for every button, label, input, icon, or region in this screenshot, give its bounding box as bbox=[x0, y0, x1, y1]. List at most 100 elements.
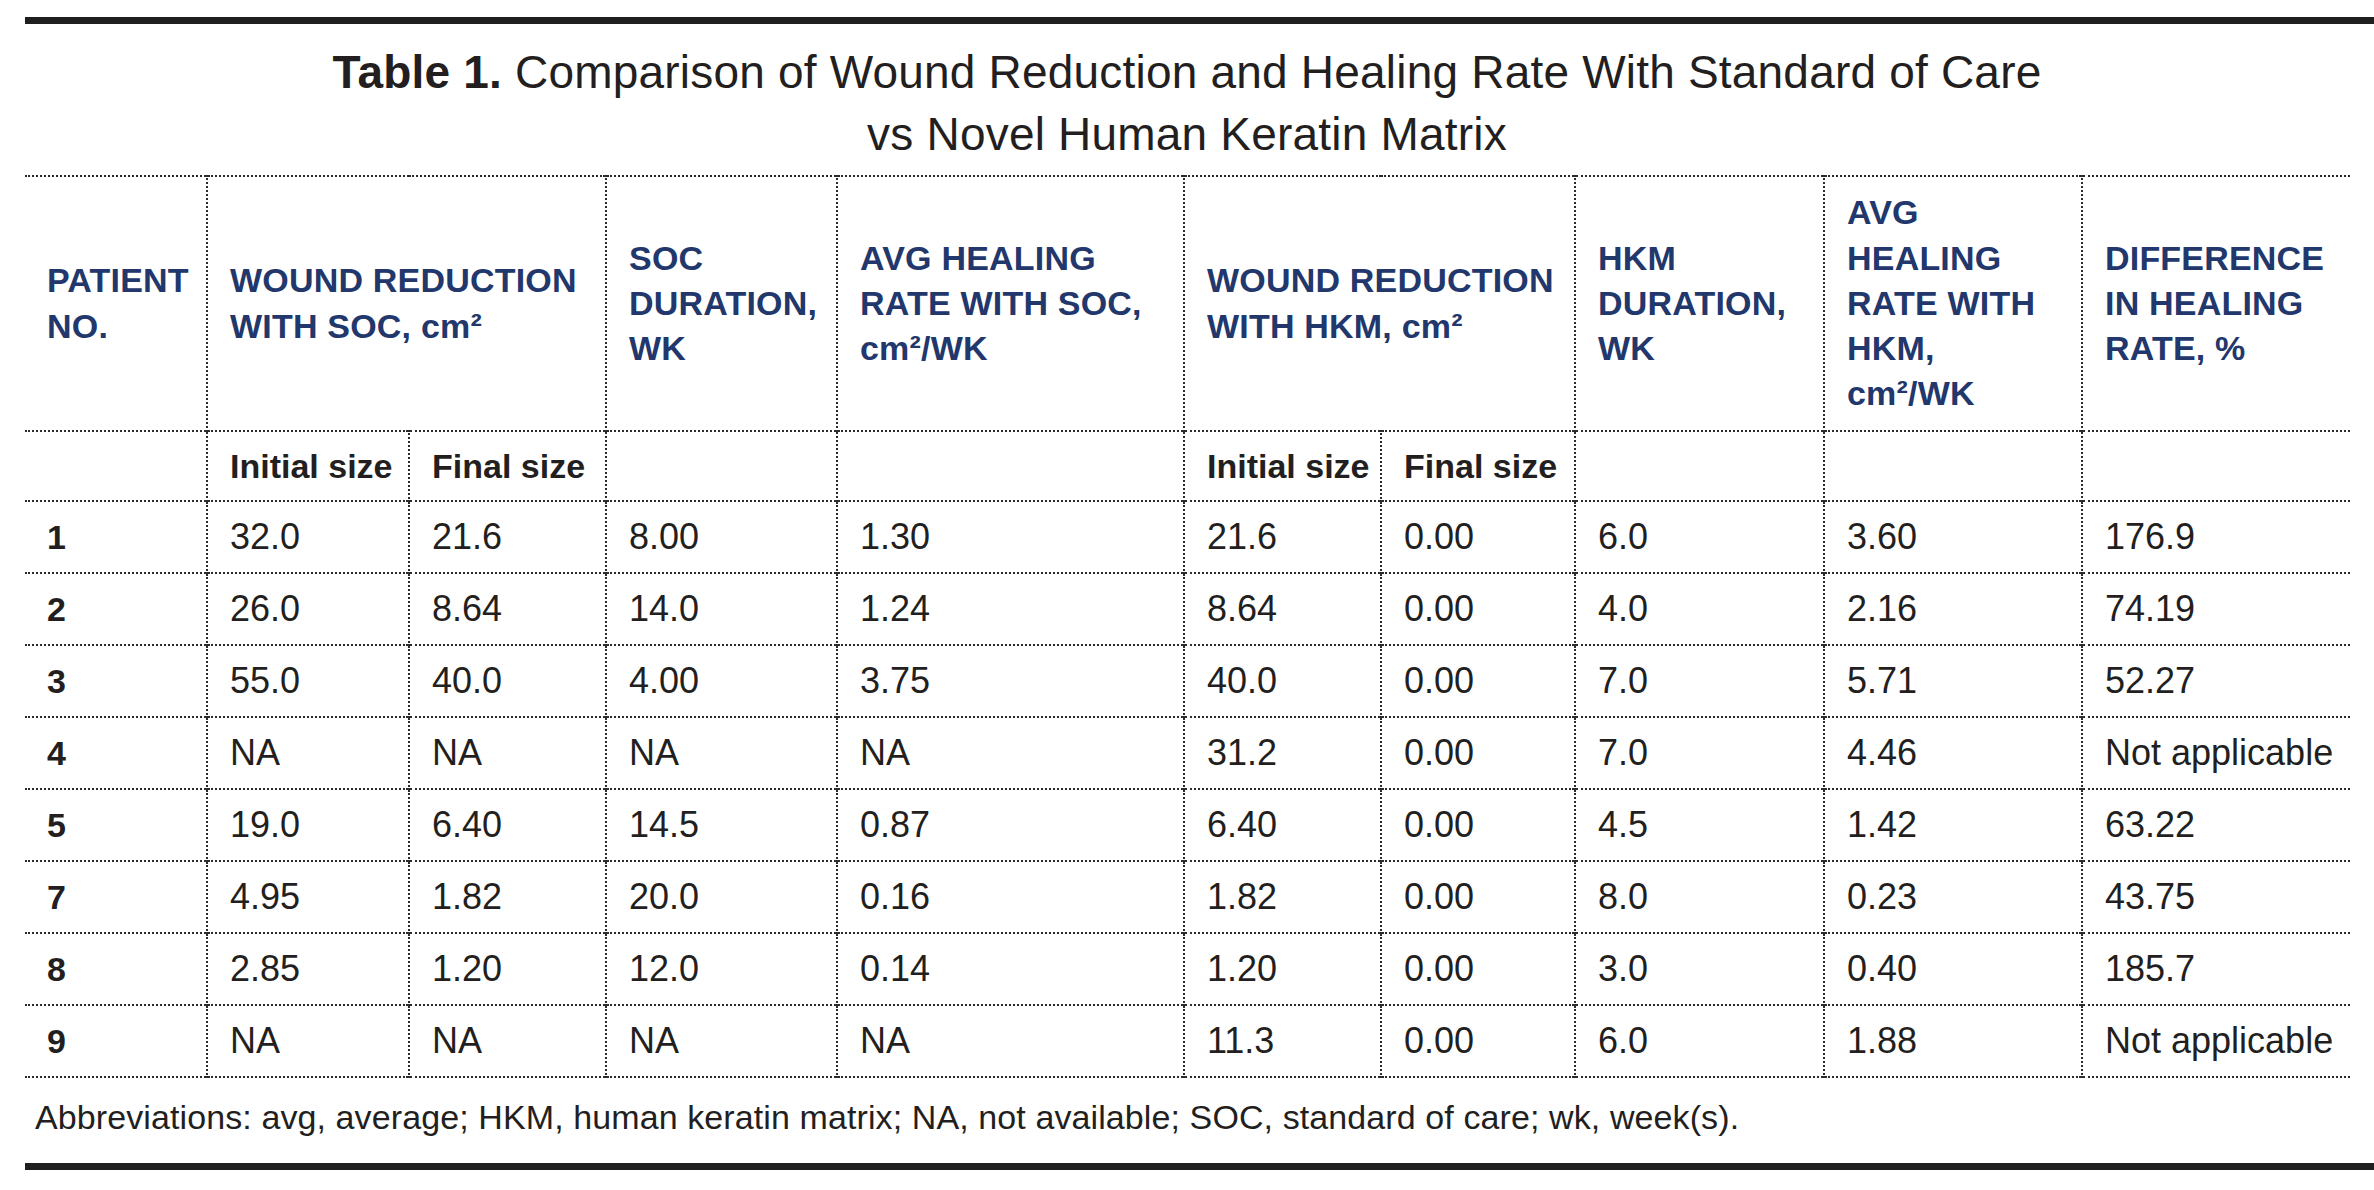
cell: 0.40 bbox=[1824, 933, 2082, 1005]
cell: NA bbox=[837, 717, 1184, 789]
col-header-wound-reduction-soc: WOUND REDUCTION WITH SOC, cm² bbox=[207, 176, 606, 431]
cell: 19.0 bbox=[207, 789, 409, 861]
cell: 6.40 bbox=[1184, 789, 1381, 861]
cell: NA bbox=[409, 717, 606, 789]
cell: 32.0 bbox=[207, 501, 409, 573]
cell: 4.0 bbox=[1575, 573, 1824, 645]
table-header-row: PATIENT NO. WOUND REDUCTION WITH SOC, cm… bbox=[25, 176, 2350, 431]
cell: Not applicable bbox=[2082, 1005, 2350, 1077]
patient-no: 1 bbox=[25, 501, 207, 573]
table-row-patient-1: 1 32.0 21.6 8.00 1.30 21.6 0.00 6.0 3.60… bbox=[25, 501, 2350, 573]
table-title: Table 1. Comparison of Wound Reduction a… bbox=[0, 42, 2374, 165]
patient-no: 5 bbox=[25, 789, 207, 861]
cell: 0.14 bbox=[837, 933, 1184, 1005]
col-header-difference: DIFFERENCE IN HEALING RATE, % bbox=[2082, 176, 2350, 431]
cell: 63.22 bbox=[2082, 789, 2350, 861]
cell: 6.0 bbox=[1575, 1005, 1824, 1077]
col-header-soc-duration: SOC DURATION, WK bbox=[606, 176, 837, 431]
cell: 0.00 bbox=[1381, 717, 1575, 789]
cell: 14.0 bbox=[606, 573, 837, 645]
cell: 1.88 bbox=[1824, 1005, 2082, 1077]
subheader-cell bbox=[2082, 431, 2350, 501]
cell: 1.42 bbox=[1824, 789, 2082, 861]
subheader-hkm-final: Final size bbox=[1381, 431, 1575, 501]
cell: NA bbox=[207, 717, 409, 789]
cell: 55.0 bbox=[207, 645, 409, 717]
table-row-patient-5: 5 19.0 6.40 14.5 0.87 6.40 0.00 4.5 1.42… bbox=[25, 789, 2350, 861]
patient-no: 9 bbox=[25, 1005, 207, 1077]
subheader-cell bbox=[837, 431, 1184, 501]
cell: 0.23 bbox=[1824, 861, 2082, 933]
col-header-wound-reduction-hkm: WOUND REDUCTION WITH HKM, cm² bbox=[1184, 176, 1575, 431]
top-rule bbox=[25, 17, 2374, 24]
cell: 26.0 bbox=[207, 573, 409, 645]
cell: 40.0 bbox=[1184, 645, 1381, 717]
table-row-patient-8: 8 2.85 1.20 12.0 0.14 1.20 0.00 3.0 0.40… bbox=[25, 933, 2350, 1005]
title-label: Table 1. bbox=[333, 46, 502, 98]
table-container: PATIENT NO. WOUND REDUCTION WITH SOC, cm… bbox=[25, 175, 2350, 1078]
cell: 4.5 bbox=[1575, 789, 1824, 861]
col-header-hkm-duration: HKM DURATION, WK bbox=[1575, 176, 1824, 431]
cell: 4.00 bbox=[606, 645, 837, 717]
cell: 1.30 bbox=[837, 501, 1184, 573]
cell: NA bbox=[837, 1005, 1184, 1077]
cell: Not applicable bbox=[2082, 717, 2350, 789]
cell: 14.5 bbox=[606, 789, 837, 861]
cell: 20.0 bbox=[606, 861, 837, 933]
cell: 1.20 bbox=[1184, 933, 1381, 1005]
table-row-patient-9: 9 NA NA NA NA 11.3 0.00 6.0 1.88 Not app… bbox=[25, 1005, 2350, 1077]
cell: 2.85 bbox=[207, 933, 409, 1005]
cell: 8.00 bbox=[606, 501, 837, 573]
cell: 4.95 bbox=[207, 861, 409, 933]
table-row-patient-3: 3 55.0 40.0 4.00 3.75 40.0 0.00 7.0 5.71… bbox=[25, 645, 2350, 717]
cell: 8.64 bbox=[409, 573, 606, 645]
subheader-soc-final: Final size bbox=[409, 431, 606, 501]
col-header-patient-no: PATIENT NO. bbox=[25, 176, 207, 431]
cell: 0.00 bbox=[1381, 645, 1575, 717]
cell: 1.24 bbox=[837, 573, 1184, 645]
cell: 0.00 bbox=[1381, 573, 1575, 645]
cell: 6.0 bbox=[1575, 501, 1824, 573]
bottom-rule bbox=[25, 1163, 2374, 1170]
table-row-patient-2: 2 26.0 8.64 14.0 1.24 8.64 0.00 4.0 2.16… bbox=[25, 573, 2350, 645]
patient-no: 4 bbox=[25, 717, 207, 789]
cell: 1.82 bbox=[1184, 861, 1381, 933]
patient-no: 3 bbox=[25, 645, 207, 717]
cell: 1.82 bbox=[409, 861, 606, 933]
cell: 21.6 bbox=[1184, 501, 1381, 573]
cell: 7.0 bbox=[1575, 645, 1824, 717]
col-header-avg-healing-soc: AVG HEALING RATE WITH SOC, cm²/WK bbox=[837, 176, 1184, 431]
cell: 0.00 bbox=[1381, 501, 1575, 573]
cell: 0.00 bbox=[1381, 1005, 1575, 1077]
table-row-patient-7: 7 4.95 1.82 20.0 0.16 1.82 0.00 8.0 0.23… bbox=[25, 861, 2350, 933]
patient-no: 2 bbox=[25, 573, 207, 645]
subheader-cell bbox=[1824, 431, 2082, 501]
cell: 0.00 bbox=[1381, 933, 1575, 1005]
title-text: Comparison of Wound Reduction and Healin… bbox=[502, 46, 2041, 98]
subheader-cell bbox=[606, 431, 837, 501]
comparison-table: PATIENT NO. WOUND REDUCTION WITH SOC, cm… bbox=[25, 175, 2350, 1078]
cell: 0.16 bbox=[837, 861, 1184, 933]
subheader-cell bbox=[1575, 431, 1824, 501]
cell: 8.0 bbox=[1575, 861, 1824, 933]
cell: 0.00 bbox=[1381, 789, 1575, 861]
cell: 52.27 bbox=[2082, 645, 2350, 717]
cell: NA bbox=[409, 1005, 606, 1077]
table-row-patient-4: 4 NA NA NA NA 31.2 0.00 7.0 4.46 Not app… bbox=[25, 717, 2350, 789]
cell: 5.71 bbox=[1824, 645, 2082, 717]
cell: NA bbox=[606, 1005, 837, 1077]
cell: 185.7 bbox=[2082, 933, 2350, 1005]
cell: 43.75 bbox=[2082, 861, 2350, 933]
col-header-avg-healing-hkm: AVG HEALING RATE WITH HKM, cm²/WK bbox=[1824, 176, 2082, 431]
cell: 0.87 bbox=[837, 789, 1184, 861]
page: Table 1. Comparison of Wound Reduction a… bbox=[0, 0, 2374, 1190]
patient-no: 7 bbox=[25, 861, 207, 933]
abbreviations-footnote: Abbreviations: avg, average; HKM, human … bbox=[35, 1098, 1739, 1137]
cell: 74.19 bbox=[2082, 573, 2350, 645]
cell: 21.6 bbox=[409, 501, 606, 573]
cell: 7.0 bbox=[1575, 717, 1824, 789]
cell: 6.40 bbox=[409, 789, 606, 861]
cell: NA bbox=[207, 1005, 409, 1077]
title-line-2: vs Novel Human Keratin Matrix bbox=[0, 104, 2374, 166]
cell: 31.2 bbox=[1184, 717, 1381, 789]
